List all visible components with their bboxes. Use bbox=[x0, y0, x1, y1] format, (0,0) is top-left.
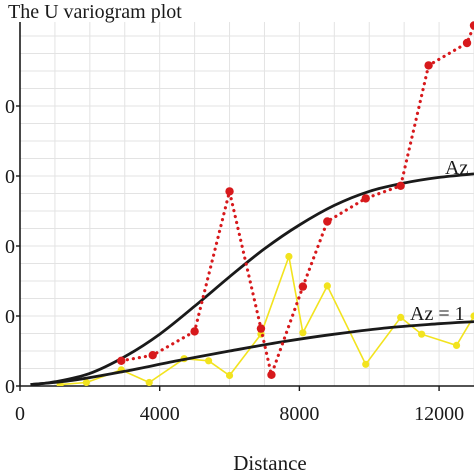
red-data-point bbox=[256, 324, 266, 333]
yellow-data-point bbox=[362, 360, 370, 368]
red-data-point bbox=[148, 351, 157, 360]
red-data-point bbox=[298, 282, 308, 291]
red-data-point bbox=[361, 194, 370, 203]
red-data-point bbox=[117, 356, 126, 365]
yellow-data-point bbox=[452, 341, 461, 349]
yellow-data-point bbox=[285, 252, 293, 261]
y-tick-label: 0 bbox=[5, 166, 15, 188]
yellow-data-point bbox=[323, 282, 331, 290]
y-tick-label: 0 bbox=[5, 236, 15, 258]
red-data-point bbox=[190, 327, 199, 336]
legend-label-az-upper: Az bbox=[445, 157, 468, 179]
yellow-data-point bbox=[225, 371, 234, 380]
y-tick-label: 0 bbox=[5, 96, 15, 118]
series-layer bbox=[30, 21, 474, 386]
series-group bbox=[30, 21, 474, 386]
axes bbox=[19, 22, 474, 387]
model-curve bbox=[30, 320, 474, 386]
yellow-data-point bbox=[204, 357, 213, 365]
yellow-data-point bbox=[397, 313, 405, 321]
chart-title: The U variogram plot bbox=[8, 1, 182, 23]
red-data-point bbox=[396, 181, 405, 190]
red-data-point bbox=[323, 217, 332, 226]
y-tick-label: 0 bbox=[5, 306, 15, 328]
yellow-data-point bbox=[145, 378, 153, 386]
red-data-point bbox=[424, 61, 433, 70]
red-data-point bbox=[225, 187, 234, 196]
yellow-data-point bbox=[418, 330, 426, 338]
red-data-point bbox=[462, 38, 472, 48]
x-tick-label: 0 bbox=[15, 403, 25, 425]
x-tick-label: 4000 bbox=[140, 403, 180, 425]
x-tick-label: 12000 bbox=[414, 403, 464, 425]
y-tick-label: 0 bbox=[5, 376, 15, 398]
yellow-data-point bbox=[82, 378, 90, 386]
yellow-data-point bbox=[470, 312, 474, 320]
red-data-point bbox=[469, 21, 474, 30]
legend-label-az-lower: Az = 1 bbox=[410, 303, 465, 325]
yellow-data-point bbox=[299, 329, 307, 337]
x-tick-label: 8000 bbox=[279, 403, 319, 425]
red-data-point bbox=[267, 370, 276, 379]
x-axis-label: Distance bbox=[233, 451, 306, 474]
